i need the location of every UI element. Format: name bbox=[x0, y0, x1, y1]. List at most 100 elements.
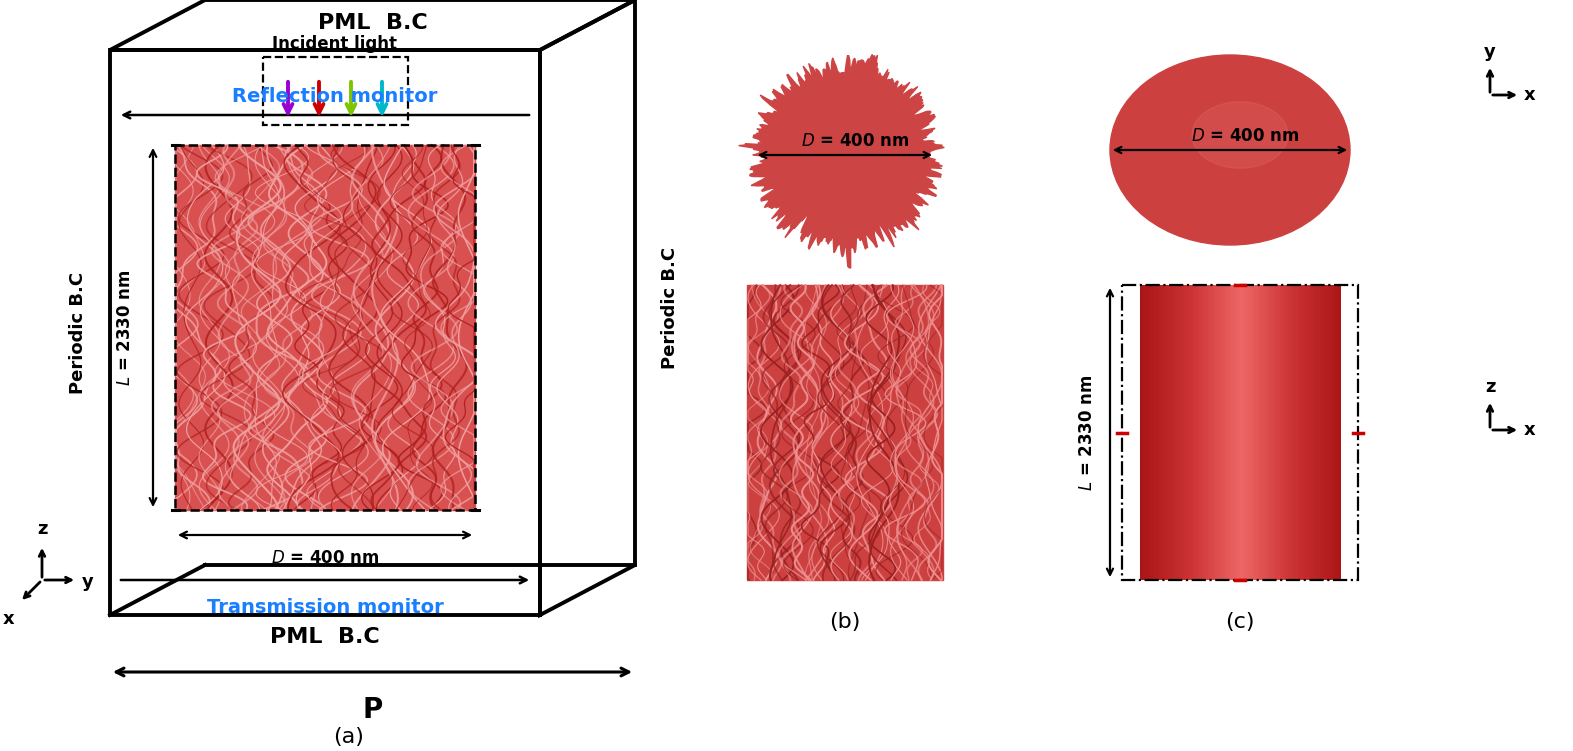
Polygon shape bbox=[1298, 285, 1301, 580]
Polygon shape bbox=[1255, 285, 1258, 580]
Polygon shape bbox=[1315, 285, 1318, 580]
Text: Incident light: Incident light bbox=[272, 35, 398, 53]
Polygon shape bbox=[1200, 285, 1203, 580]
Text: $D$ = 400 nm: $D$ = 400 nm bbox=[271, 549, 379, 567]
Polygon shape bbox=[1167, 285, 1170, 580]
Polygon shape bbox=[1260, 285, 1263, 580]
Text: Periodic B.C: Periodic B.C bbox=[661, 246, 680, 369]
Polygon shape bbox=[1213, 285, 1216, 580]
Polygon shape bbox=[1184, 285, 1189, 580]
Polygon shape bbox=[1202, 285, 1206, 580]
Polygon shape bbox=[1225, 285, 1229, 580]
Text: P: P bbox=[362, 696, 382, 724]
Polygon shape bbox=[747, 285, 942, 580]
Polygon shape bbox=[1238, 285, 1241, 580]
Polygon shape bbox=[1150, 285, 1153, 580]
Polygon shape bbox=[1243, 285, 1246, 580]
Polygon shape bbox=[1331, 285, 1334, 580]
Polygon shape bbox=[175, 145, 475, 510]
Polygon shape bbox=[1235, 285, 1238, 580]
Polygon shape bbox=[1183, 285, 1186, 580]
Polygon shape bbox=[1214, 285, 1219, 580]
Polygon shape bbox=[1188, 285, 1191, 580]
Polygon shape bbox=[1166, 285, 1169, 580]
Polygon shape bbox=[1222, 285, 1225, 580]
Text: x: x bbox=[1524, 86, 1535, 104]
Polygon shape bbox=[1172, 285, 1177, 580]
Polygon shape bbox=[1269, 285, 1274, 580]
Polygon shape bbox=[1263, 285, 1266, 580]
Polygon shape bbox=[1328, 285, 1331, 580]
Text: (b): (b) bbox=[829, 612, 860, 632]
Polygon shape bbox=[1257, 285, 1262, 580]
Polygon shape bbox=[1147, 285, 1151, 580]
Polygon shape bbox=[1312, 285, 1317, 580]
Text: y: y bbox=[1483, 43, 1496, 61]
Text: PML  B.C: PML B.C bbox=[271, 627, 379, 647]
Polygon shape bbox=[1247, 285, 1251, 580]
Polygon shape bbox=[1227, 285, 1232, 580]
Polygon shape bbox=[1210, 285, 1213, 580]
Polygon shape bbox=[1170, 285, 1173, 580]
Polygon shape bbox=[1205, 285, 1208, 580]
Polygon shape bbox=[1218, 285, 1221, 580]
Polygon shape bbox=[1337, 285, 1342, 580]
Text: $L$ = 2330 nm: $L$ = 2330 nm bbox=[116, 269, 134, 386]
Polygon shape bbox=[1142, 285, 1147, 580]
Polygon shape bbox=[1310, 285, 1313, 580]
Polygon shape bbox=[739, 55, 944, 268]
Polygon shape bbox=[1280, 285, 1284, 580]
Polygon shape bbox=[1320, 285, 1323, 580]
Polygon shape bbox=[1159, 285, 1164, 580]
Polygon shape bbox=[1287, 285, 1291, 580]
Text: Reflection monitor: Reflection monitor bbox=[233, 88, 437, 107]
Polygon shape bbox=[1153, 285, 1156, 580]
Polygon shape bbox=[1191, 285, 1194, 580]
Polygon shape bbox=[1140, 285, 1144, 580]
Polygon shape bbox=[1162, 285, 1166, 580]
Polygon shape bbox=[1195, 285, 1199, 580]
Text: y: y bbox=[82, 573, 94, 591]
Polygon shape bbox=[1324, 285, 1329, 580]
Text: z: z bbox=[1485, 378, 1496, 396]
Polygon shape bbox=[1285, 285, 1288, 580]
Text: Periodic B.C: Periodic B.C bbox=[69, 271, 87, 394]
Ellipse shape bbox=[1111, 55, 1350, 245]
Text: $D$ = 400 nm: $D$ = 400 nm bbox=[801, 132, 909, 150]
Polygon shape bbox=[1230, 285, 1233, 580]
Polygon shape bbox=[1277, 285, 1280, 580]
Polygon shape bbox=[1293, 285, 1296, 580]
Polygon shape bbox=[1233, 285, 1236, 580]
Polygon shape bbox=[1276, 285, 1279, 580]
Polygon shape bbox=[1295, 285, 1298, 580]
Polygon shape bbox=[1318, 285, 1321, 580]
Polygon shape bbox=[1306, 285, 1309, 580]
Polygon shape bbox=[1208, 285, 1211, 580]
Polygon shape bbox=[1155, 285, 1158, 580]
Text: Transmission monitor: Transmission monitor bbox=[206, 598, 444, 617]
Text: $D$ = 400 nm: $D$ = 400 nm bbox=[1191, 127, 1299, 145]
Polygon shape bbox=[1192, 285, 1195, 580]
Polygon shape bbox=[1221, 285, 1224, 580]
Polygon shape bbox=[1302, 285, 1306, 580]
Polygon shape bbox=[1282, 285, 1287, 580]
Polygon shape bbox=[1335, 285, 1339, 580]
Polygon shape bbox=[1251, 285, 1254, 580]
Polygon shape bbox=[1268, 285, 1271, 580]
Polygon shape bbox=[1332, 285, 1335, 580]
Text: $L$ = 2330 nm: $L$ = 2330 nm bbox=[1078, 374, 1096, 491]
Text: z: z bbox=[38, 520, 49, 538]
Polygon shape bbox=[1158, 285, 1161, 580]
Polygon shape bbox=[1178, 285, 1181, 580]
Polygon shape bbox=[1299, 285, 1304, 580]
Polygon shape bbox=[1323, 285, 1326, 580]
Text: (a): (a) bbox=[333, 727, 365, 747]
Polygon shape bbox=[1145, 285, 1148, 580]
Polygon shape bbox=[1252, 285, 1255, 580]
Polygon shape bbox=[1290, 285, 1293, 580]
Text: (c): (c) bbox=[1225, 612, 1255, 632]
Text: x: x bbox=[1524, 421, 1535, 439]
Polygon shape bbox=[1180, 285, 1183, 580]
Polygon shape bbox=[1244, 285, 1249, 580]
Text: x: x bbox=[3, 610, 14, 628]
